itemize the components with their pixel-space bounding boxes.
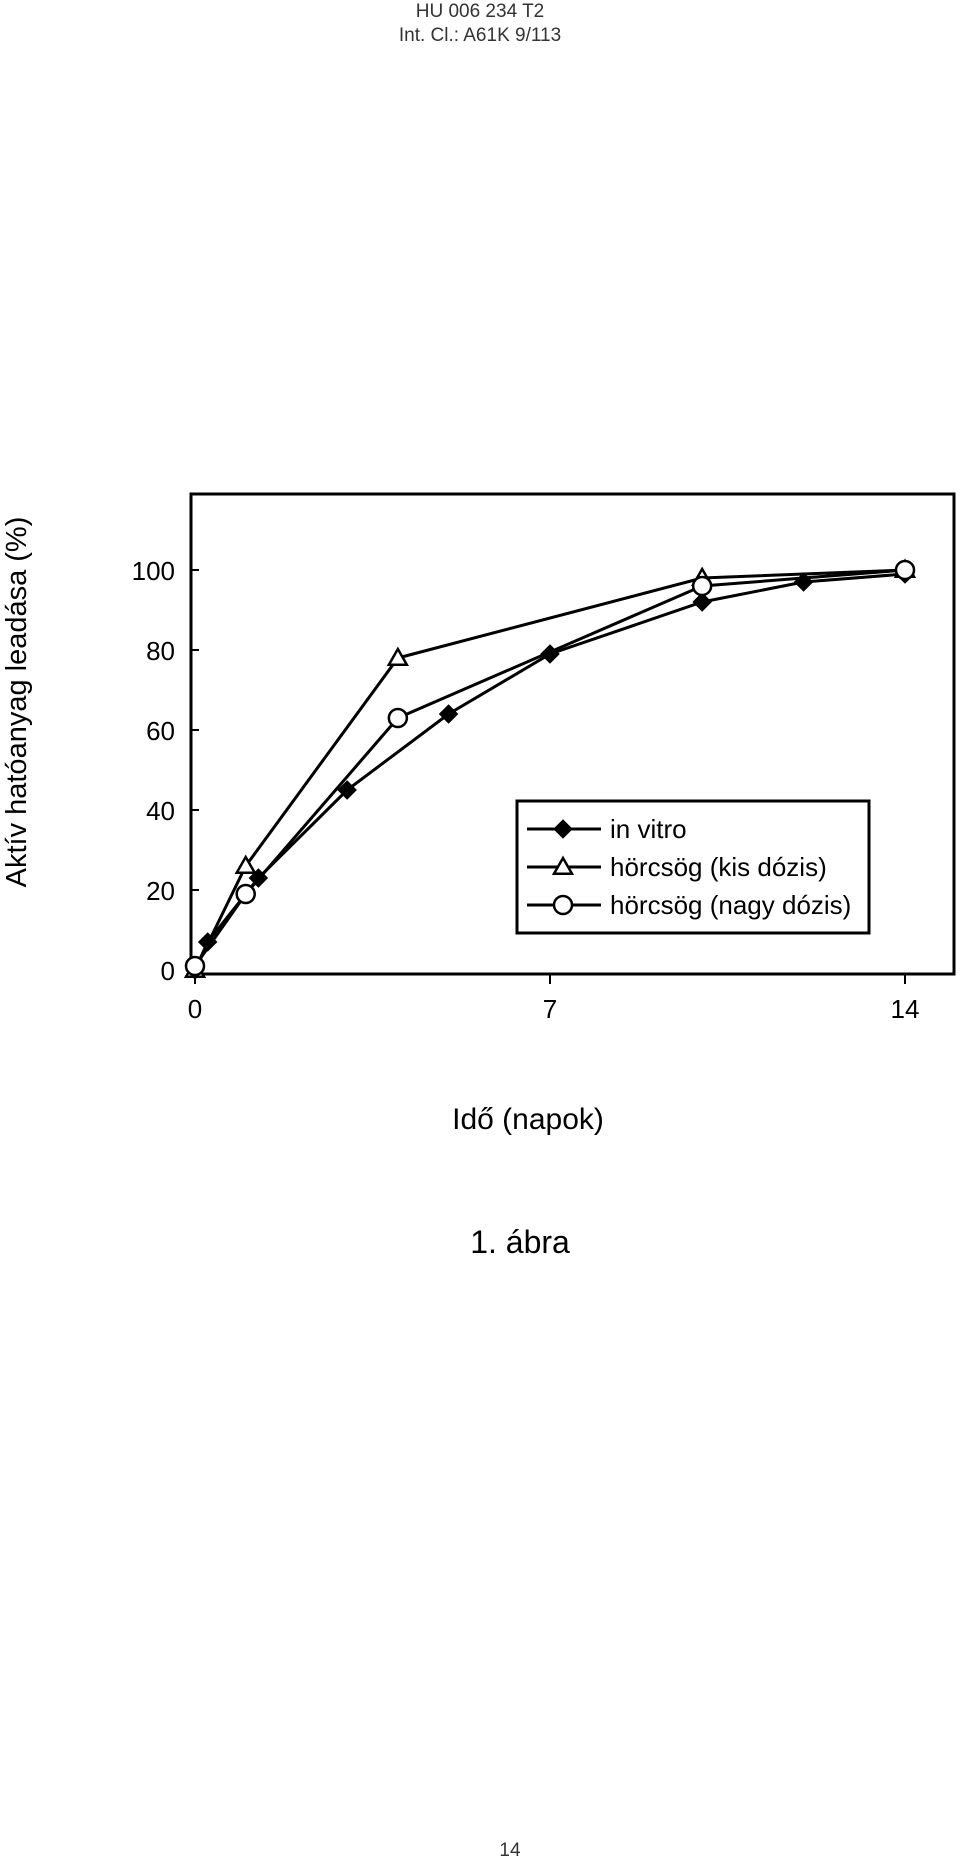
legend-swatch-marker: [552, 894, 574, 916]
axes: 0 20 40 60 80 100 0 7 14: [132, 556, 920, 1024]
data-point-series-0: [438, 704, 459, 724]
data-point-series-0: [540, 644, 560, 664]
page-number: 14: [499, 1840, 521, 1861]
y-tick-label: 20: [146, 876, 175, 906]
data-point-series-0: [197, 932, 218, 952]
legend-label: hörcsög (kis dózis): [610, 852, 827, 882]
y-tick-label: 100: [132, 556, 175, 586]
x-axis-label: Idő (napok): [452, 1103, 604, 1136]
series-markers: [183, 558, 917, 980]
legend-swatch-marker: [553, 819, 573, 839]
data-point-series-1: [386, 646, 410, 666]
x-tick-label: 0: [188, 994, 202, 1024]
data-point-series-1: [234, 854, 257, 874]
figure-caption: 1. ábra: [470, 1224, 570, 1260]
legend-label: in vitro: [610, 814, 687, 844]
legend: in vitro hörcsög (kis dózis) hörcsög (nagy…: [515, 799, 871, 935]
y-axis-label: Aktív hatóanyag leadása (%): [1, 517, 33, 888]
data-point-series-2: [184, 955, 206, 977]
plot-frame: [189, 492, 956, 976]
document-header: HU 006 234 T2 Int. Cl.: A61K 9/113: [0, 0, 960, 48]
release-chart: Aktív hatóanyag leadása (%) 0 20 40 60 80 100…: [1, 492, 956, 1024]
y-tick-label: 60: [146, 716, 175, 746]
data-point-series-0: [692, 592, 712, 612]
x-tick-label: 14: [891, 994, 920, 1024]
y-tick-label: 40: [146, 796, 175, 826]
legend-swatch-marker: [551, 855, 575, 875]
data-point-series-2: [387, 707, 409, 729]
data-point-series-0: [337, 780, 357, 800]
legend-label: hörcsög (nagy dózis): [610, 890, 851, 920]
x-tick-label: 7: [543, 994, 557, 1024]
data-point-series-2: [235, 883, 256, 905]
document-number: HU 006 234 T2: [415, 1, 545, 22]
y-tick-label: 0: [161, 956, 175, 986]
y-tick-label: 80: [146, 636, 175, 666]
data-point-series-2: [691, 575, 713, 597]
classification: Int. Cl.: A61K 9/113: [398, 25, 562, 46]
data-point-series-0: [793, 572, 814, 592]
data-point-series-2: [894, 559, 916, 581]
